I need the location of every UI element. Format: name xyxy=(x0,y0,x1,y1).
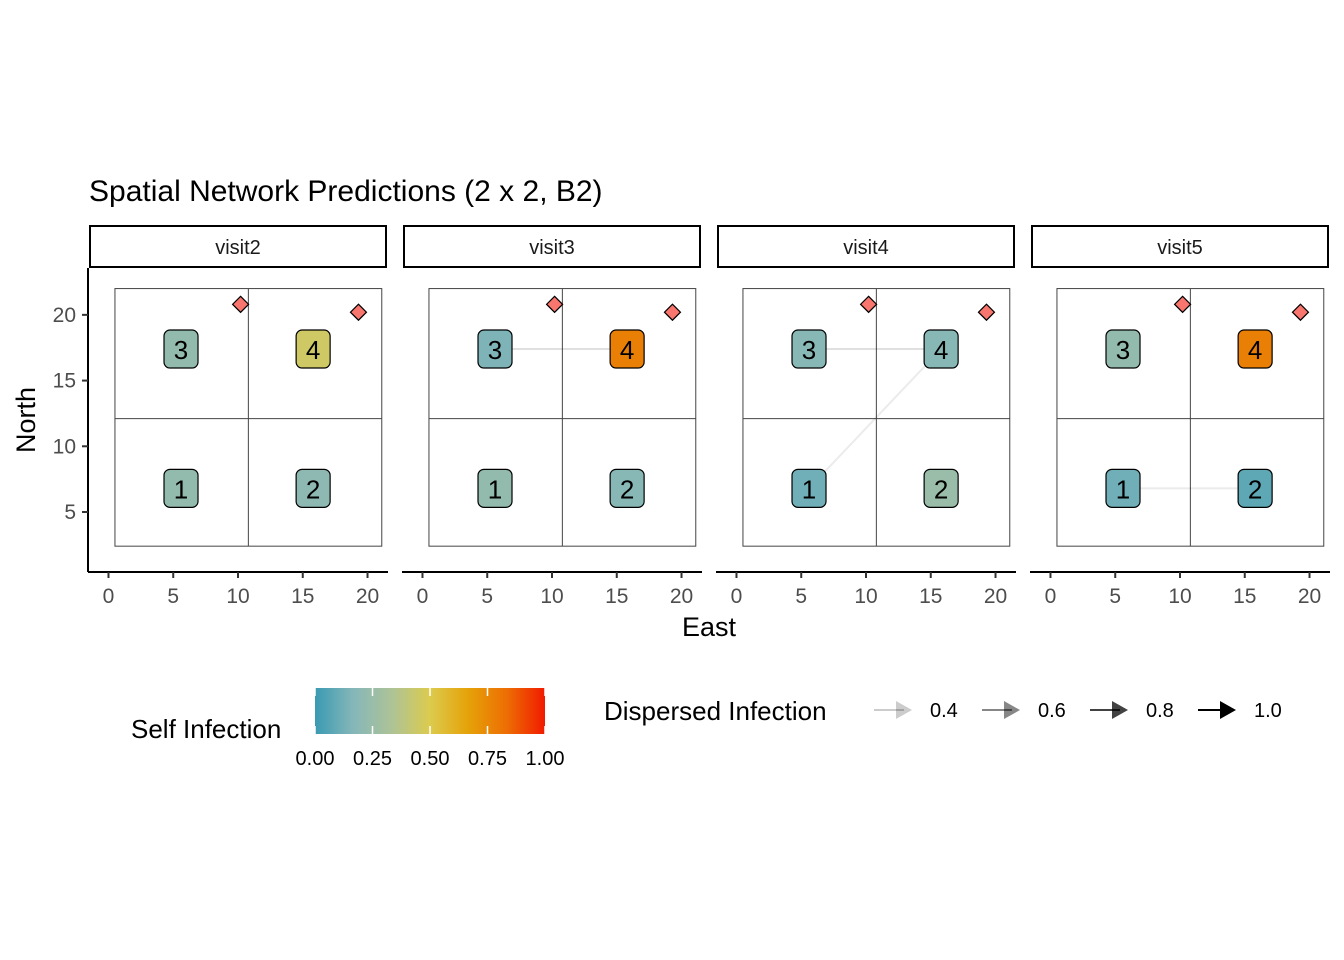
node-1 xyxy=(163,468,199,508)
colorbar-break-label: 0.75 xyxy=(468,748,507,770)
colorbar-break-label: 0.50 xyxy=(411,748,450,770)
x-tick-label: 15 xyxy=(291,585,314,608)
facet-strip-label: visit4 xyxy=(843,237,889,259)
node-4 xyxy=(1237,329,1273,369)
y-tick-label: 5 xyxy=(64,501,76,524)
colorbar-break-label: 0.25 xyxy=(353,748,392,770)
node-3 xyxy=(163,329,199,369)
y-tick-label: 10 xyxy=(53,435,76,458)
edge-legend-key-arrow xyxy=(896,701,912,719)
node-2 xyxy=(1237,468,1273,508)
x-tick-label: 0 xyxy=(103,585,115,608)
node-3 xyxy=(1105,329,1141,369)
edge-legend-label: 1.0 xyxy=(1254,700,1282,722)
node-3 xyxy=(477,329,513,369)
x-tick-label: 0 xyxy=(731,585,743,608)
node-label: 3 xyxy=(488,335,502,365)
facet-strip-label: visit2 xyxy=(215,237,261,259)
x-tick-label: 15 xyxy=(919,585,942,608)
node-2 xyxy=(295,468,331,508)
node-4 xyxy=(609,329,645,369)
node-label: 1 xyxy=(802,474,816,504)
edge-legend-label: 0.4 xyxy=(930,700,958,722)
node-label: 4 xyxy=(620,335,634,365)
x-tick-label: 20 xyxy=(356,585,379,608)
x-tick-label: 0 xyxy=(1045,585,1057,608)
edge-legend-key-arrow xyxy=(1004,701,1020,719)
edge-legend-label: 0.8 xyxy=(1146,700,1174,722)
node-4 xyxy=(923,329,959,369)
x-tick-label: 10 xyxy=(226,585,249,608)
edge-legend-label: 0.6 xyxy=(1038,700,1066,722)
facet-strip xyxy=(717,225,1015,268)
diamond-marker xyxy=(1291,303,1310,322)
node-label: 1 xyxy=(488,474,502,504)
y-tick-label: 15 xyxy=(53,370,76,393)
facet-strip xyxy=(89,225,387,268)
node-1 xyxy=(791,468,827,508)
x-axis-label: East xyxy=(682,612,737,642)
diamond-marker xyxy=(545,295,564,314)
x-tick-label: 5 xyxy=(481,585,493,608)
self-infection-legend: Self Infection 0.00 0.25 0.50 0.75 1.00 xyxy=(131,688,564,770)
chart-title: Spatial Network Predictions (2 x 2, B2) xyxy=(89,175,603,208)
colorbar-break-label: 0.00 xyxy=(296,748,335,770)
node-2 xyxy=(609,468,645,508)
node-2 xyxy=(923,468,959,508)
diamond-marker xyxy=(349,303,368,322)
x-tick-label: 5 xyxy=(167,585,179,608)
x-tick-label: 5 xyxy=(1109,585,1121,608)
node-label: 1 xyxy=(1116,474,1130,504)
node-label: 3 xyxy=(174,335,188,365)
node-label: 2 xyxy=(306,474,320,504)
edge-legend-key-arrow xyxy=(1112,701,1128,719)
node-label: 1 xyxy=(174,474,188,504)
x-tick-label: 20 xyxy=(670,585,693,608)
node-label: 2 xyxy=(1248,474,1262,504)
facet-panel-visit5: visit5 0 5 10 15 20 1 2 3 4 xyxy=(1030,225,1330,608)
node-label: 3 xyxy=(802,335,816,365)
node-label: 4 xyxy=(934,335,948,365)
x-tick-label: 15 xyxy=(605,585,628,608)
x-tick-label: 20 xyxy=(984,585,1007,608)
edge-4-to-1 xyxy=(807,348,942,490)
diamond-marker xyxy=(859,295,878,314)
diamond-marker xyxy=(1173,295,1192,314)
x-tick-label: 10 xyxy=(854,585,877,608)
node-3 xyxy=(791,329,827,369)
self-infection-legend-title: Self Infection xyxy=(131,714,281,744)
x-tick-label: 20 xyxy=(1298,585,1321,608)
facet-strip xyxy=(403,225,701,268)
diamond-marker xyxy=(663,303,682,322)
node-label: 2 xyxy=(934,474,948,504)
y-axis-label: North xyxy=(11,387,41,453)
colorbar-break-label: 1.00 xyxy=(526,748,565,770)
node-label: 3 xyxy=(1116,335,1130,365)
x-tick-label: 15 xyxy=(1233,585,1256,608)
facet-strip xyxy=(1031,225,1329,268)
facet-panel-visit3: visit3 0 5 10 15 20 1 2 3 4 xyxy=(402,225,702,608)
facet-strip-label: visit3 xyxy=(529,237,575,259)
diamond-marker xyxy=(977,303,996,322)
x-tick-label: 5 xyxy=(795,585,807,608)
facet-panel-visit2: visit2 0 5 10 15 20 5 10 15 20 1 2 3 4 xyxy=(53,225,388,608)
diamond-marker xyxy=(231,295,250,314)
node-1 xyxy=(1105,468,1141,508)
node-1 xyxy=(477,468,513,508)
dispersed-infection-legend-title: Dispersed Infection xyxy=(604,696,827,726)
x-tick-label: 10 xyxy=(540,585,563,608)
x-tick-label: 10 xyxy=(1168,585,1191,608)
node-label: 4 xyxy=(306,335,320,365)
node-4 xyxy=(295,329,331,369)
node-label: 2 xyxy=(620,474,634,504)
facet-panel-visit4: visit4 0 5 10 15 20 1 2 3 4 xyxy=(716,225,1016,608)
y-tick-label: 20 xyxy=(53,304,76,327)
x-tick-label: 0 xyxy=(417,585,429,608)
node-label: 4 xyxy=(1248,335,1262,365)
edge-legend-key-arrow xyxy=(1220,701,1236,719)
facet-strip-label: visit5 xyxy=(1157,237,1203,259)
dispersed-infection-legend: Dispersed Infection 0.4 0.6 0.8 1.0 xyxy=(604,696,1282,726)
